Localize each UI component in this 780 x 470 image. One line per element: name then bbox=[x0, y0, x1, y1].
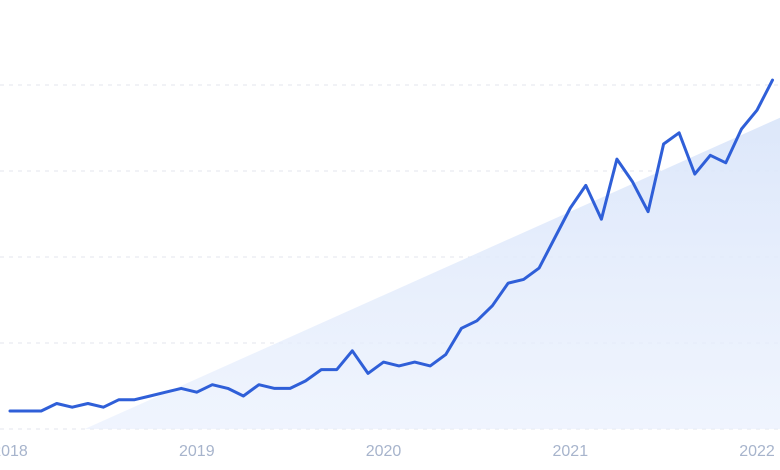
trend-band bbox=[84, 117, 780, 429]
x-tick-label-2022: 2022 bbox=[739, 443, 775, 460]
trend-area bbox=[84, 117, 780, 429]
x-tick-label-2019: 2019 bbox=[179, 443, 215, 460]
series-layer bbox=[8, 78, 774, 413]
x-tick-label-2020: 2020 bbox=[366, 443, 402, 460]
x-axis: 2018 2019 2020 2021 2022 bbox=[0, 443, 775, 460]
series-line-1 bbox=[8, 78, 774, 413]
x-tick-label-2021: 2021 bbox=[553, 443, 589, 460]
x-tick-label-2018: 2018 bbox=[0, 443, 28, 460]
